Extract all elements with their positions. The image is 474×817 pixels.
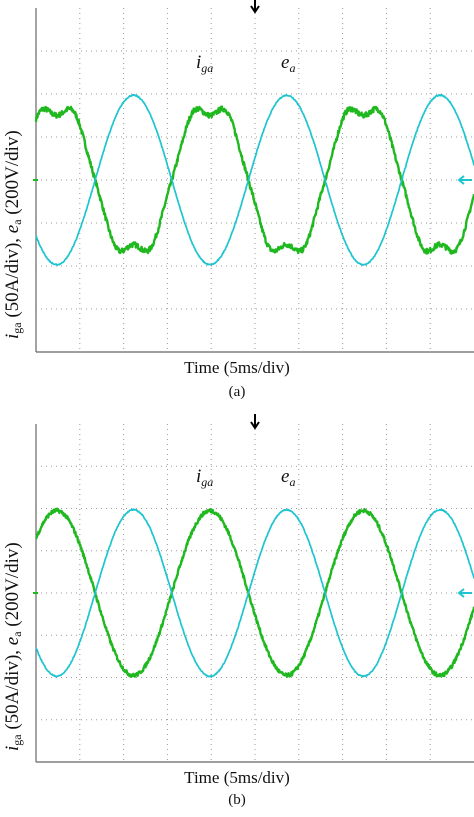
- x-axis-label-a: Time (5ms/div): [184, 358, 290, 377]
- caption-a: (a): [228, 384, 246, 400]
- oscilloscope-plot-b: [33, 414, 474, 763]
- voltage-trace-label-a: ea: [281, 52, 296, 75]
- trigger-marker-icon: [250, 414, 260, 430]
- scope-screen-b: [0, 410, 474, 765]
- x-axis-label-b: Time (5ms/div): [184, 768, 290, 787]
- caption-b: (b): [228, 792, 246, 808]
- panel-b: iga (50A/div), ea (200V/div) iga ea Time…: [0, 410, 474, 817]
- current-trace-label-b: iga: [196, 466, 214, 489]
- trigger-marker-icon: [250, 0, 260, 14]
- panel-a: iga (50A/div), ea (200V/div) iga ea Time…: [0, 0, 474, 405]
- ground-marker-icon: [457, 588, 472, 598]
- y-axis-label-b: iga (50A/div), ea (200V/div): [2, 542, 24, 751]
- voltage-trace-label-b: ea: [281, 466, 296, 489]
- current-trace-iga: [35, 507, 474, 678]
- scope-screen-a: [0, 0, 474, 355]
- oscilloscope-plot-a: [33, 0, 474, 353]
- ground-marker-icon: [457, 175, 472, 185]
- voltage-trace-ea: [35, 508, 474, 678]
- y-axis-label-a: iga (50A/div), ea (200V/div): [2, 130, 24, 339]
- current-trace-label-a: iga: [196, 52, 214, 75]
- voltage-trace-ea: [35, 93, 474, 267]
